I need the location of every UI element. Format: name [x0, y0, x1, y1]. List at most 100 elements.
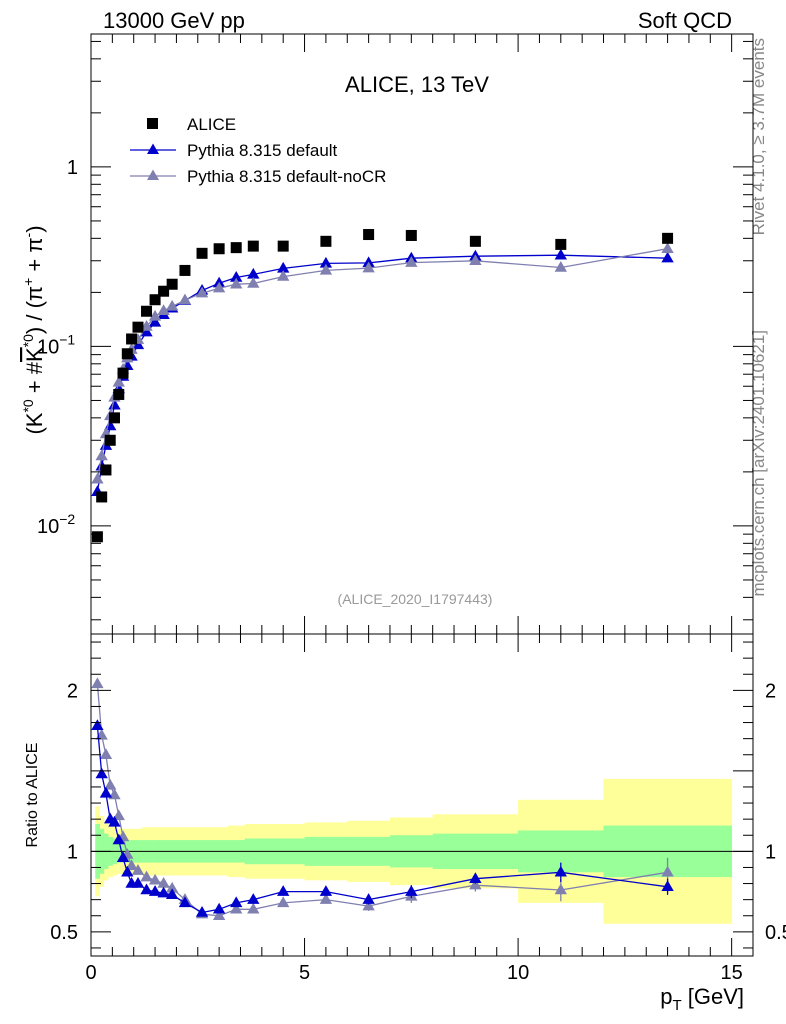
- header-left: 13000 GeV pp: [103, 8, 245, 33]
- ratio-point-default: [99, 786, 113, 798]
- series-point-default: [277, 261, 290, 273]
- data-point-alice: [91, 531, 103, 543]
- ratio-x-ticks: 0 5 10 15: [85, 634, 754, 984]
- ratio-point-default: [178, 896, 192, 908]
- ylabel-part: +: [20, 278, 36, 286]
- series-point-default: [230, 271, 243, 282]
- ylabel-part: ) / (π: [22, 286, 47, 334]
- series-point-default: [148, 315, 162, 327]
- legend: ALICE Pythia 8.315 default Pythia 8.315 …: [130, 115, 386, 186]
- data-point-alice: [662, 232, 674, 244]
- ratio-point-default: [108, 815, 121, 827]
- ratio-point-nocr: [131, 864, 145, 875]
- y-tick-label-base: 10: [37, 516, 59, 538]
- series-point-default: [319, 256, 333, 268]
- ratio-plot-area: [91, 677, 753, 924]
- ratio-point-default: [362, 893, 375, 904]
- data-point-alice: [555, 238, 567, 250]
- ratio-point-default: [277, 885, 290, 896]
- x-tick-label: 5: [299, 962, 310, 984]
- y-tick-label: 10−2: [37, 511, 75, 538]
- legend-marker-alice: [147, 118, 158, 129]
- series-point-nocr: [91, 472, 104, 484]
- series-point-default: [554, 248, 567, 260]
- series-line-default: [96, 254, 668, 492]
- data-point-alice: [108, 412, 120, 424]
- series-point-nocr: [112, 375, 125, 387]
- series-point-nocr: [247, 277, 260, 288]
- xlabel-unit: [GeV]: [682, 984, 744, 1009]
- ratio-y-tick-label: 0.5: [50, 922, 78, 944]
- series-point-nocr: [212, 281, 226, 293]
- ylabel-part: (K: [22, 412, 47, 434]
- data-point-alice: [149, 294, 161, 306]
- series-point-nocr: [405, 256, 418, 267]
- ratio-point-default: [230, 896, 243, 908]
- data-point-alice: [141, 305, 153, 317]
- side-label-bottom: mcplots.cern.ch [arXiv:2401.10621]: [749, 330, 768, 596]
- ratio-y-tick-label: 2: [67, 680, 78, 702]
- ratio-y-tick-label-right: 2: [765, 680, 776, 702]
- ratio-point-default: [319, 885, 333, 896]
- data-point-alice: [213, 243, 225, 255]
- data-point-alice: [247, 240, 259, 252]
- ratio-point-nocr: [212, 909, 226, 920]
- ratio-point-default: [405, 885, 418, 896]
- series-point-nocr: [165, 299, 179, 311]
- series-line-nocr: [96, 248, 668, 480]
- ratio-frame: [90, 633, 754, 957]
- ratio-point-default: [212, 902, 226, 914]
- series-point-nocr: [95, 449, 108, 461]
- data-point-alice: [126, 333, 138, 345]
- legend-label-alice: ALICE: [187, 115, 236, 134]
- ratio-point-default: [131, 877, 145, 888]
- main-x-ticks: [90, 34, 754, 634]
- data-point-alice: [230, 242, 242, 254]
- x-tick-label: 0: [85, 962, 96, 984]
- series-point-default: [247, 267, 260, 279]
- series-point-nocr: [157, 304, 170, 315]
- ylabel-part: -: [20, 232, 36, 237]
- ratio-point-nocr: [554, 883, 567, 895]
- y-tick-label: 10−1: [37, 331, 75, 358]
- ratio-point-default: [157, 886, 170, 898]
- series-point-nocr: [362, 261, 375, 273]
- ratio-point-default: [112, 833, 125, 845]
- data-point-alice: [158, 285, 170, 297]
- xlabel-sub: T: [672, 997, 681, 1014]
- legend-marker-default: [147, 143, 159, 154]
- ratio-point-default: [195, 906, 209, 917]
- series-point-nocr: [661, 242, 674, 253]
- ratio-y-axis-label: Ratio to ALICE: [24, 743, 41, 848]
- ratio-point-default: [247, 893, 260, 904]
- x-axis-label: pT [GeV]: [660, 984, 744, 1014]
- ratio-point-default: [554, 865, 567, 877]
- main-plot-area: [91, 229, 674, 543]
- ratio-point-nocr: [99, 748, 113, 759]
- ratio-point-default: [140, 883, 153, 895]
- ratio-point-nocr: [277, 896, 290, 908]
- header-right: Soft QCD: [638, 8, 732, 33]
- data-point-alice: [113, 388, 125, 400]
- ratio-y-tick-label-right: 0.5: [765, 922, 786, 944]
- ratio-point-default: [469, 872, 482, 883]
- ylabel-part: *0: [20, 334, 36, 347]
- data-point-alice: [277, 240, 289, 252]
- series-point-nocr: [319, 263, 333, 275]
- data-point-alice: [469, 235, 481, 247]
- ratio-point-nocr: [362, 899, 375, 911]
- series-point-nocr: [148, 309, 162, 321]
- ratio-y-ticks: 0.5 0.5 1 1 2 2: [50, 641, 786, 949]
- ratio-panel: 0.5 0.5 1 1 2 2 0 5 10 15 Ratio to ALICE pT [GeV…: [24, 633, 786, 1014]
- y-tick-label-exp: −2: [59, 511, 75, 527]
- data-point-alice: [196, 247, 208, 259]
- ratio-point-nocr: [469, 878, 482, 890]
- ratio-point-nocr: [104, 778, 117, 790]
- ratio-y-tick-label-right: 1: [765, 841, 776, 863]
- main-panel: 110−110−2 ALICE, 13 TeV (ALICE_2020_I179…: [20, 33, 754, 635]
- ratio-point-default: [91, 719, 104, 730]
- y-tick-label-base: 10: [37, 336, 59, 358]
- ratio-point-default: [121, 865, 134, 877]
- watermark: (ALICE_2020_I1797443): [338, 591, 493, 607]
- ratio-point-nocr: [661, 865, 674, 877]
